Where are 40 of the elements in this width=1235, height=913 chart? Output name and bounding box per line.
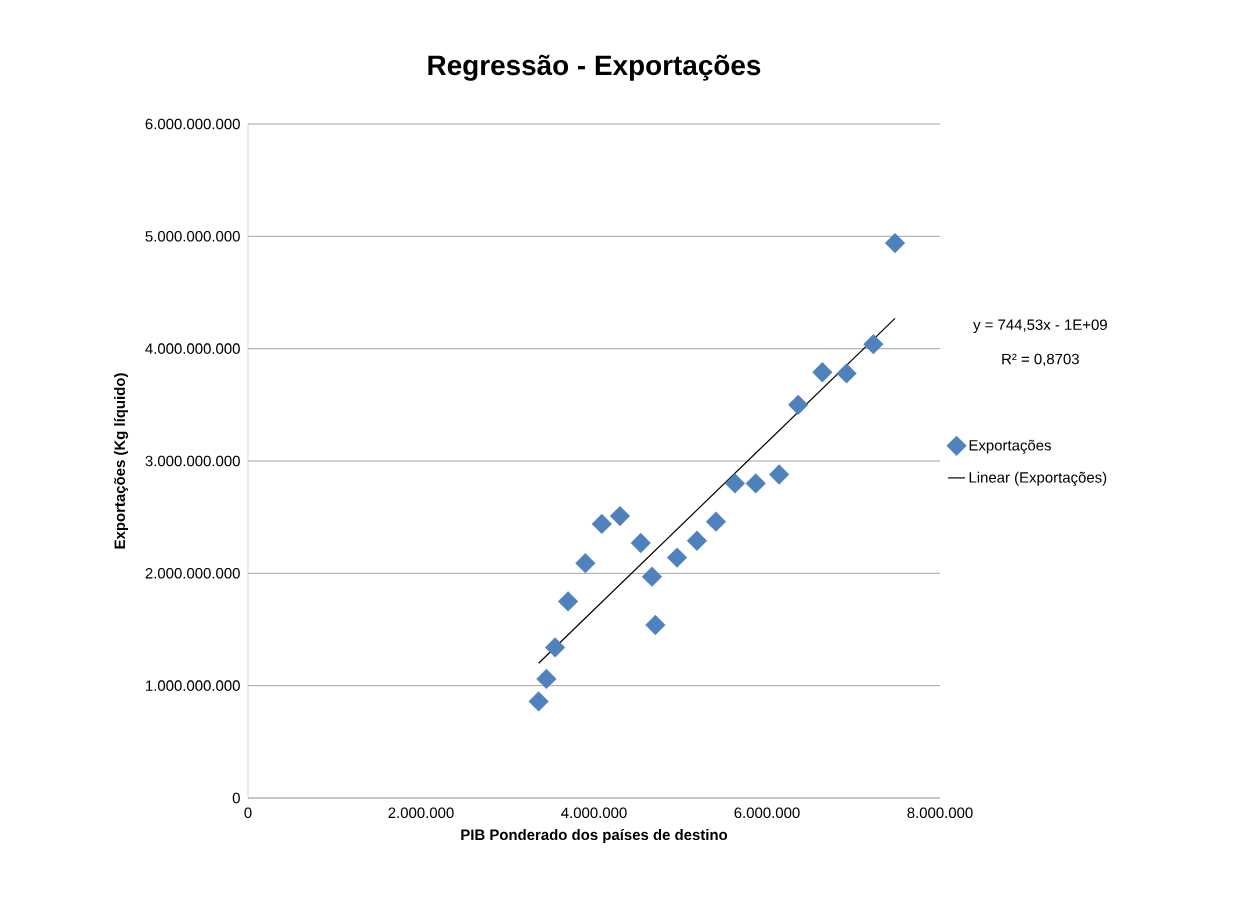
y-tick-label: 5.000.000.000 — [145, 231, 240, 242]
point — [812, 362, 833, 383]
y-tick-label: 4.000.000.000 — [145, 343, 240, 354]
point — [686, 530, 708, 551]
text: R² = 0,8703 — [1002, 353, 1079, 367]
point — [575, 553, 596, 574]
point — [836, 363, 857, 384]
x-tick-label: 0 — [244, 807, 252, 819]
y-tick-label: 0 — [232, 792, 240, 804]
y-tick-label: 1.000.000.000 — [146, 680, 240, 691]
chart-title: Regressão - Exportações — [428, 54, 761, 81]
x-tick-label: 8.000.000 — [907, 807, 973, 819]
point — [641, 566, 663, 587]
y-tick-label: 6.000.000.000 — [145, 118, 240, 130]
point — [745, 473, 766, 494]
text: y = 744,53x - 1E+09 — [973, 319, 1107, 333]
point — [557, 591, 579, 612]
x-tick-label: 4.000.000 — [561, 807, 627, 819]
point — [609, 505, 631, 527]
point — [724, 473, 746, 494]
y-axis-title: Exportações (Kg líquido) — [113, 373, 129, 549]
point — [591, 513, 612, 534]
legend-label: Linear (Exportações) — [969, 471, 1107, 486]
point — [645, 614, 666, 636]
point — [863, 334, 884, 355]
point — [884, 232, 906, 254]
point — [528, 691, 549, 712]
point — [666, 547, 688, 568]
x-tick-label: 6.000.000 — [734, 807, 800, 819]
point — [536, 668, 557, 690]
point — [788, 394, 809, 415]
y-tick-label: 2.000.000.000 — [145, 568, 240, 579]
x-tick-label: 2.000.000 — [388, 807, 454, 819]
legend-label: Exportações — [969, 439, 1051, 454]
y-tick-label: 3.000.000.000 — [145, 455, 240, 467]
point — [705, 511, 727, 532]
point — [769, 464, 790, 485]
x-axis-title: PIB Ponderado dos países de destino — [461, 828, 728, 843]
point — [630, 532, 651, 554]
point — [544, 637, 566, 658]
